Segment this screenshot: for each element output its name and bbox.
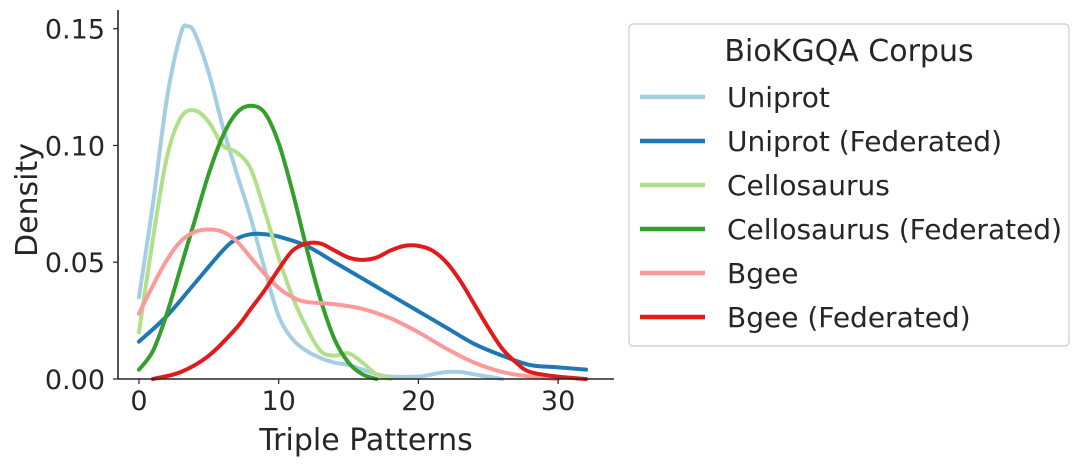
series-line-uniprot-federated <box>136 231 589 372</box>
legend-entry-cellosaurus: Cellosaurus <box>640 169 890 202</box>
x-tick-label: 20 <box>401 386 435 417</box>
legend-label: Bgee <box>727 257 798 290</box>
plot-area: 0 10 20 30 0.00 0.05 0.10 0.15 <box>45 10 614 417</box>
y-tick-labels: 0.00 0.05 0.10 0.15 <box>45 15 118 396</box>
legend-label: Bgee (Federated) <box>727 301 971 334</box>
x-tick-label: 30 <box>541 386 575 417</box>
y-tick-label: 0.10 <box>45 131 105 162</box>
legend-label: Uniprot (Federated) <box>727 125 1002 158</box>
legend-label: Uniprot <box>727 81 830 114</box>
series-layer <box>136 23 589 381</box>
legend-label: Cellosaurus (Federated) <box>727 213 1062 246</box>
y-tick-label: 0.00 <box>45 365 105 396</box>
x-tick-label: 0 <box>130 386 147 417</box>
legend-entry-cellosaurus-federated: Cellosaurus (Federated) <box>640 213 1062 246</box>
series-line-cellosaurus-federated <box>136 103 379 381</box>
x-tick-labels: 0 10 20 30 <box>130 379 575 417</box>
x-axis-title: Triple Patterns <box>258 423 473 458</box>
y-tick-label: 0.15 <box>45 15 105 46</box>
series-line-uniprot <box>136 23 505 381</box>
series-line-bgee <box>136 227 561 381</box>
y-tick-label: 0.05 <box>45 248 105 279</box>
legend-entry-uniprot-federated: Uniprot (Federated) <box>640 125 1002 158</box>
legend-label: Cellosaurus <box>727 169 890 202</box>
legend-entry-bgee: Bgee <box>640 257 798 290</box>
x-tick-label: 10 <box>261 386 295 417</box>
legend-entry-bgee-federated: Bgee (Federated) <box>640 301 971 334</box>
legend-entry-uniprot: Uniprot <box>640 81 830 114</box>
legend: BioKGQA Corpus Uniprot Uniprot (Federated… <box>628 23 1070 347</box>
legend-entries: Uniprot Uniprot (Federated) Cellosaurus Cel… <box>640 81 1062 334</box>
series-line-bgee-federated <box>150 240 589 381</box>
legend-title: BioKGQA Corpus <box>724 34 973 69</box>
y-axis-title: Density <box>10 143 45 257</box>
legend-box <box>628 23 1070 347</box>
series-line-cellosaurus <box>136 108 393 381</box>
